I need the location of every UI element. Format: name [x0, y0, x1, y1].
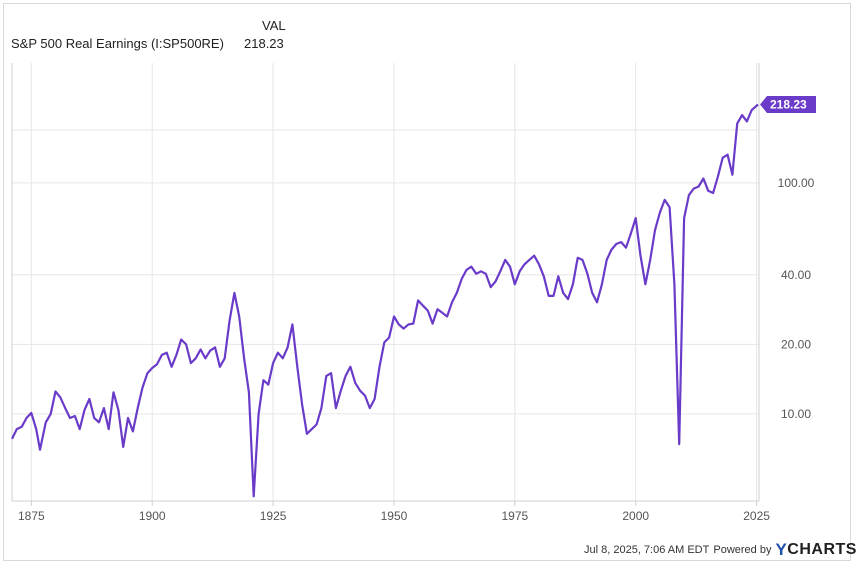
x-tick-label: 2025: [743, 509, 770, 523]
chart-frame: [3, 3, 851, 561]
legend-header: VAL: [262, 18, 286, 33]
footer: Jul 8, 2025, 7:06 AM EDT Powered by Y CHA…: [584, 540, 856, 560]
legend-series-value: 218.23: [244, 36, 284, 51]
tick-labels: 1875 1900 1925 1950 1975 2000 2025 10.00 20.00 40…: [18, 176, 815, 523]
ycharts-logo-text: CHARTS: [787, 541, 856, 558]
ycharts-logo-y: Y: [775, 540, 788, 559]
series-line-0: [11, 103, 759, 498]
legend-series-name[interactable]: S&P 500 Real Earnings (I:SP500RE): [11, 36, 224, 51]
end-value-tag-shape: [760, 96, 816, 114]
y-tick-label: 20.00: [781, 337, 811, 351]
x-tick-label: 1950: [381, 509, 408, 523]
y-tick-label: 40.00: [781, 268, 811, 282]
footer-timestamp: Jul 8, 2025, 7:06 AM EDT: [584, 544, 710, 556]
x-tick-label: 2000: [622, 509, 649, 523]
x-tick-label: 1925: [260, 509, 287, 523]
x-tick-label: 1875: [18, 509, 45, 523]
y-tick-label: 100.00: [778, 176, 815, 190]
series-layer: [11, 103, 759, 498]
footer-powered-by: Powered by: [713, 544, 772, 556]
ycharts-logo[interactable]: Y CHARTS: [775, 540, 856, 560]
x-tick-label: 1900: [139, 509, 166, 523]
x-tick-label: 1975: [501, 509, 528, 523]
end-value-tag-text: 218.23: [770, 98, 807, 112]
end-value-tag: 218.23: [760, 96, 816, 114]
y-tick-label: 10.00: [781, 407, 811, 421]
axes: [11, 63, 760, 506]
